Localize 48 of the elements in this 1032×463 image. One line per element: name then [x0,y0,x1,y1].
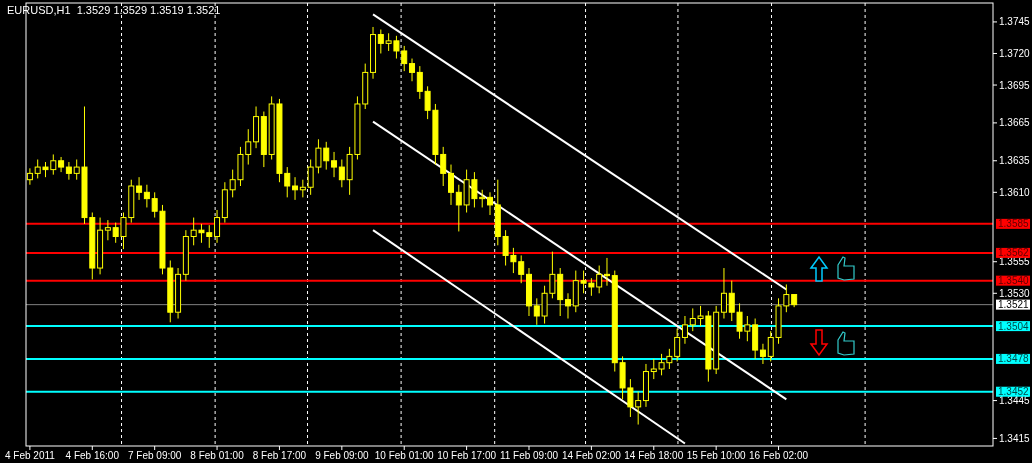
chart-title: EURUSD,H1 1.3529 1.3529 1.3519 1.3521 [7,4,221,16]
candlestick [136,176,143,201]
ref-line-label: 1.3452 [998,386,1030,398]
x-tick-label: 8 Feb 01:00 [190,450,245,461]
candlestick [104,219,111,241]
x-tick-label: 8 Feb 17:00 [252,450,307,461]
y-tick-label: 1.3745 [999,16,1031,28]
candlestick [143,184,150,208]
ref-line-label: 1.3504 [998,320,1030,332]
ref-line-label: 1.3478 [998,353,1030,365]
x-tick-label: 10 Feb 01:00 [374,450,435,461]
y-tick-label: 1.3665 [999,117,1031,129]
candlestick [26,167,33,186]
x-tick-label: 10 Feb 17:00 [437,450,497,461]
x-tick-label: 15 Feb 10:00 [686,450,747,461]
x-tick-label: 14 Feb 02:00 [561,450,622,461]
candlestick [603,257,610,287]
candlestick [487,191,493,216]
candlestick [720,267,727,320]
candlestick [759,343,766,365]
candlestick [681,315,688,345]
ref-line-label: 1.3521 [998,299,1030,311]
x-tick-label: 16 Feb 02:00 [749,450,809,461]
y-tick-label: 1.3415 [999,432,1031,444]
y-tick-label: 1.3695 [999,79,1031,91]
candlestick [58,156,65,173]
x-tick-label: 7 Feb 09:00 [127,450,182,461]
candlestick [564,292,571,320]
x-tick-label: 14 Feb 18:00 [624,450,684,461]
ref-line-label: 1.3540 [998,275,1030,287]
x-tick-label: 4 Feb 2011 [4,450,56,461]
candlestick [214,209,221,244]
x-tick-label: 9 Feb 09:00 [315,450,369,461]
candlestick [292,176,299,201]
candlestick [448,164,455,206]
x-tick-label: 4 Feb 16:00 [65,450,120,461]
x-tick-label: 11 Feb 09:00 [499,450,559,461]
candlestick [65,161,72,181]
y-tick-label: 1.3635 [999,155,1031,167]
y-tick-label: 1.3720 [999,47,1031,59]
y-tick-label: 1.3555 [999,256,1031,268]
candlestick [409,58,416,82]
y-tick-label: 1.3445 [999,395,1031,407]
candlestick [331,151,338,178]
ref-line-label: 1.3585 [998,218,1030,230]
y-tick-label: 1.3610 [999,186,1031,198]
ref-line-label: 1.3562 [998,247,1030,259]
y-tick-label: 1.3530 [999,287,1031,299]
